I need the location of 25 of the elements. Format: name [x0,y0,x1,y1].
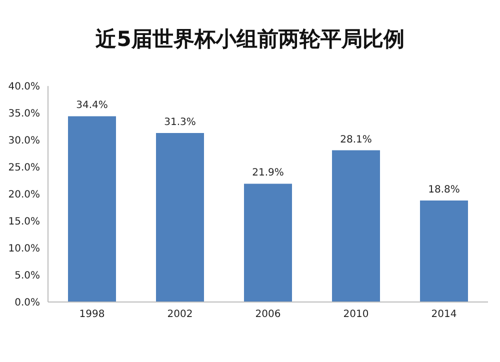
data-label: 28.1% [340,134,372,146]
x-tick-label: 1998 [79,309,105,320]
y-tick-label: 5.0% [14,270,40,282]
data-label: 34.4% [76,100,108,112]
y-tick-label: 0.0% [14,298,40,309]
x-tick-label: 2006 [255,309,281,320]
bar [68,116,116,302]
bar [244,184,292,302]
y-tick-label: 25.0% [8,162,40,174]
y-tick-label: 15.0% [8,216,40,228]
bar [420,200,468,302]
data-label: 31.3% [164,116,196,128]
data-label: 18.8% [428,184,460,196]
x-tick-label: 2002 [167,309,193,320]
x-tick-label: 2010 [343,309,369,320]
chart-title: 近5届世界杯小组前两轮平局比例 [94,26,406,53]
bar [156,132,204,302]
x-tick-label: 2014 [431,309,457,320]
y-tick-label: 10.0% [8,244,40,255]
data-label: 21.9% [252,168,284,179]
y-tick-label: 20.0% [8,190,40,201]
y-tick-label: 35.0% [8,108,40,120]
y-tick-label: 40.0% [8,82,40,93]
y-tick-label: 30.0% [8,136,40,147]
bar [332,150,380,302]
